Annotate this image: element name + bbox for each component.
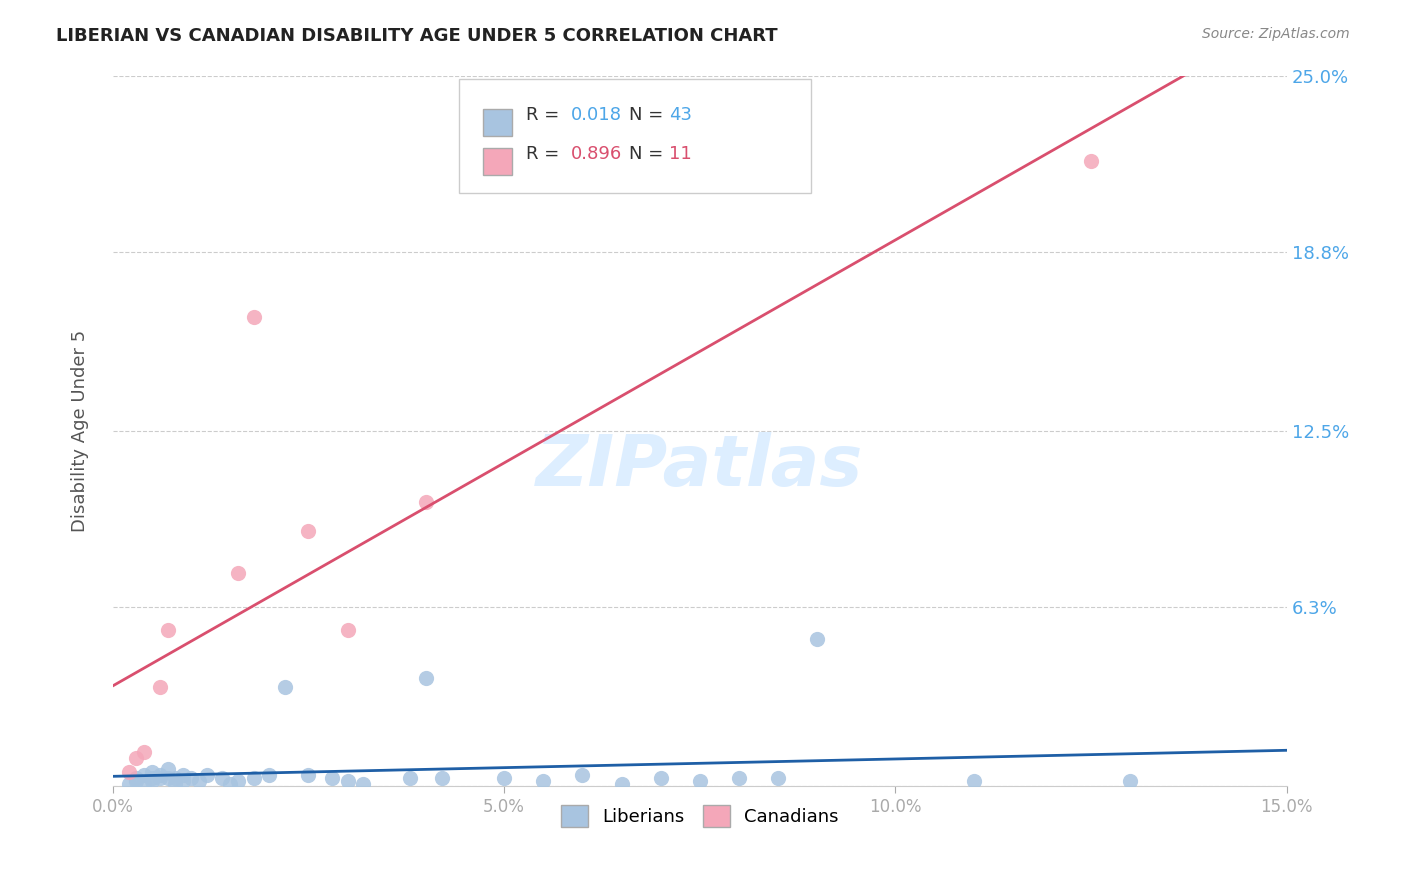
Point	[242, 310, 264, 325]
Point	[187, 773, 209, 788]
Text: 11: 11	[669, 145, 692, 162]
Point	[321, 771, 343, 785]
Point	[141, 773, 163, 788]
Point	[1119, 773, 1142, 788]
Text: Source: ZipAtlas.com: Source: ZipAtlas.com	[1202, 27, 1350, 41]
Point	[172, 768, 194, 782]
Point	[125, 771, 148, 785]
Text: 43: 43	[669, 105, 692, 124]
Point	[141, 771, 163, 785]
Point	[134, 777, 156, 791]
FancyBboxPatch shape	[460, 79, 811, 193]
Point	[415, 495, 437, 509]
Point	[149, 680, 172, 694]
Point	[963, 773, 986, 788]
Point	[531, 773, 554, 788]
Text: N =: N =	[630, 145, 669, 162]
Point	[219, 777, 242, 791]
Text: 0.896: 0.896	[571, 145, 621, 162]
Point	[766, 771, 789, 785]
Point	[352, 777, 374, 791]
Point	[336, 773, 359, 788]
Point	[165, 777, 187, 791]
Point	[259, 768, 281, 782]
Point	[125, 751, 148, 765]
Point	[274, 680, 297, 694]
Point	[571, 768, 593, 782]
Text: N =: N =	[630, 105, 669, 124]
Point	[336, 623, 359, 637]
Point	[149, 771, 172, 785]
Bar	[482, 148, 512, 175]
Point	[415, 672, 437, 686]
Point	[806, 632, 828, 646]
Point	[728, 771, 751, 785]
Point	[141, 765, 163, 780]
Point	[117, 777, 139, 791]
Point	[180, 771, 202, 785]
Point	[117, 765, 139, 780]
Point	[1080, 153, 1102, 168]
Text: R =: R =	[526, 105, 565, 124]
Point	[610, 777, 633, 791]
Point	[399, 771, 422, 785]
Point	[172, 773, 194, 788]
Point	[195, 768, 218, 782]
Point	[297, 524, 319, 538]
Point	[494, 771, 516, 785]
Text: LIBERIAN VS CANADIAN DISABILITY AGE UNDER 5 CORRELATION CHART: LIBERIAN VS CANADIAN DISABILITY AGE UNDE…	[56, 27, 778, 45]
Point	[165, 771, 187, 785]
Text: 0.018: 0.018	[571, 105, 621, 124]
Point	[226, 566, 249, 581]
Point	[149, 768, 172, 782]
Point	[134, 745, 156, 759]
Point	[430, 771, 453, 785]
Point	[650, 771, 672, 785]
Point	[156, 763, 179, 777]
Point	[689, 773, 711, 788]
Point	[125, 773, 148, 788]
Text: ZIPatlas: ZIPatlas	[536, 432, 863, 501]
Point	[156, 771, 179, 785]
Bar	[482, 110, 512, 136]
Point	[297, 768, 319, 782]
Point	[226, 773, 249, 788]
Point	[156, 623, 179, 637]
Point	[134, 768, 156, 782]
Point	[242, 771, 264, 785]
Text: R =: R =	[526, 145, 565, 162]
Point	[211, 771, 233, 785]
Legend: Liberians, Canadians: Liberians, Canadians	[554, 797, 846, 834]
Y-axis label: Disability Age Under 5: Disability Age Under 5	[72, 330, 89, 533]
